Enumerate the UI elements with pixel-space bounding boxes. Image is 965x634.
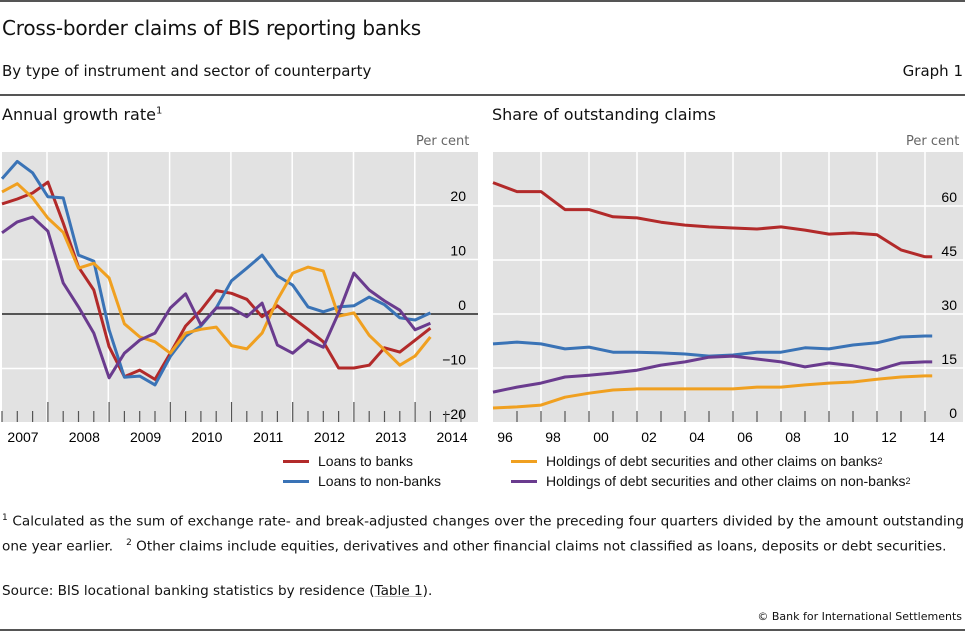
left-x-tick-label: 2014 [437, 429, 468, 445]
footnote-marker-2: 2 [126, 537, 132, 548]
chart-title: Cross-border claims of BIS reporting ban… [2, 16, 421, 40]
source-note: Source: BIS locational banking statistic… [2, 583, 432, 599]
right-y-tick-label: 30 [941, 297, 957, 313]
legend-item-debt-banks: Holdings of debt securities and other cl… [511, 451, 911, 471]
legend-footnote-marker: 2 [905, 476, 911, 486]
left-y-tick-label: 20 [450, 188, 466, 204]
left-plot-area [2, 152, 478, 422]
left-x-tick-label: 2008 [69, 429, 100, 445]
footnote-1: Calculated as the sum of exchange rate- … [2, 513, 964, 555]
left-panel-title-footnote-marker: 1 [155, 105, 163, 117]
right-x-tick-label: 06 [737, 429, 753, 445]
top-rule [0, 0, 965, 2]
right-y-tick-label: 45 [941, 243, 957, 259]
right-series-debt-banks [492, 374, 933, 410]
right-x-tick-label: 14 [929, 429, 945, 445]
left-x-tick-label: 2007 [7, 429, 38, 445]
legend-label: Loans to banks [318, 453, 413, 469]
left-unit-label: Per cent [416, 134, 470, 149]
right-x-tick-label: 04 [689, 429, 705, 445]
left-x-tick-label: 2012 [314, 429, 345, 445]
legend-item-loans-to-non-banks: Loans to non-banks [283, 471, 441, 491]
right-y-tick-label: 0 [949, 405, 957, 421]
graph-number: Graph 1 [902, 62, 963, 80]
left-y-tick-label: 0 [458, 297, 466, 313]
left-series-loans-banks [1, 180, 432, 381]
right-series-loans-banks [492, 181, 933, 259]
right-legend: Holdings of debt securities and other cl… [511, 451, 911, 491]
left-legend: Loans to banks Loans to non-banks [283, 451, 441, 491]
left-series-debt-nonbanks [1, 215, 431, 380]
left-y-tick-label: −20 [442, 406, 466, 422]
right-x-tick-label: 02 [641, 429, 657, 445]
right-series-debt-nonbanks [492, 354, 933, 394]
legend-item-loans-to-banks: Loans to banks [283, 451, 441, 471]
right-unit-label: Per cent [906, 134, 960, 149]
source-prefix: Source: BIS locational banking statistic… [2, 583, 375, 599]
right-x-tick-label: 12 [881, 429, 897, 445]
chart-subtitle: By type of instrument and sector of coun… [2, 62, 372, 80]
legend-swatch-debt-non-banks [511, 479, 537, 483]
left-x-tick-label: 2013 [375, 429, 406, 445]
right-y-tick-label: 60 [941, 189, 957, 205]
legend-label: Holdings of debt securities and other cl… [546, 453, 878, 469]
table-1-link[interactable]: Table 1 [374, 583, 423, 599]
left-x-tick-label: 2010 [191, 429, 222, 445]
copyright: © Bank for International Settlements [757, 610, 962, 623]
right-x-tick-label: 96 [497, 429, 513, 445]
right-plot-area [493, 152, 963, 422]
legend-label: Loans to non-banks [318, 473, 441, 489]
legend-label: Holdings of debt securities and other cl… [546, 473, 906, 489]
footnote-2: Other claims include equities, derivativ… [136, 538, 947, 555]
footnote-marker-1: 1 [2, 513, 8, 523]
right-x-tick-label: 00 [593, 429, 609, 445]
right-panel-title: Share of outstanding claims [492, 105, 716, 124]
right-y-tick-label: 15 [941, 351, 957, 367]
legend-item-debt-non-banks: Holdings of debt securities and other cl… [511, 471, 911, 491]
legend-footnote-marker: 2 [877, 456, 883, 466]
right-x-tick-label: 98 [545, 429, 561, 445]
left-x-tick-label: 2009 [130, 429, 161, 445]
left-panel-title-text: Annual growth rate [2, 105, 156, 124]
footnotes: 1 Calculated as the sum of exchange rate… [2, 508, 964, 557]
source-suffix: ). [422, 583, 433, 599]
left-x-tick-label: 2011 [253, 429, 283, 445]
header-rule [0, 94, 965, 96]
left-y-tick-label: −10 [442, 352, 466, 368]
right-x-tick-label: 08 [785, 429, 801, 445]
legend-swatch-debt-banks [511, 459, 537, 463]
left-series-debt-banks [1, 182, 432, 367]
bottom-rule [0, 629, 965, 631]
legend-swatch-loans-to-non-banks [283, 479, 309, 483]
legend-swatch-loans-to-banks [283, 459, 309, 463]
right-x-tick-label: 10 [833, 429, 849, 445]
left-panel-title: Annual growth rate1 [2, 105, 162, 124]
left-y-tick-label: 10 [450, 243, 466, 259]
